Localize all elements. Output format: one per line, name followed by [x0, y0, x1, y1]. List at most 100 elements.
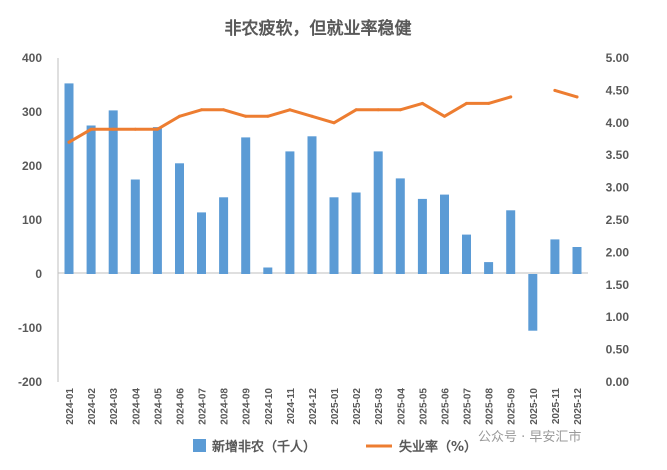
x-tick-label: 2025-05 — [418, 388, 429, 425]
bar-2025-03 — [373, 151, 383, 274]
unemployment-point-2025-08 — [487, 101, 491, 105]
unemployment-point-2024-01 — [67, 140, 71, 144]
legend-label-payrolls: 新增非农（千人） — [212, 439, 316, 455]
bar-2024-11 — [285, 151, 295, 274]
y-right-tick-label: 3.50 — [606, 148, 630, 162]
bar-2025-11 — [550, 239, 560, 274]
unemployment-point-2024-06 — [178, 114, 181, 118]
legend-swatch-payrolls — [193, 439, 206, 452]
bar-2024-09 — [241, 137, 251, 274]
y-left-tick-label: 400 — [22, 51, 42, 65]
unemployment-line-segment — [67, 95, 513, 144]
x-tick-label: 2024-06 — [175, 388, 186, 425]
x-tick-label: 2024-08 — [220, 388, 231, 425]
unemployment-point-2025-09 — [509, 95, 513, 99]
unemployment-point-2025-05 — [420, 101, 424, 105]
y-left-tick-label: -200 — [18, 375, 42, 389]
y-right-tick-label: 1.00 — [606, 310, 630, 324]
unemployment-point-2025-02 — [354, 108, 358, 112]
bar-2025-09 — [506, 210, 516, 274]
bar-2024-03 — [108, 110, 118, 275]
x-tick-label: 2024-10 — [264, 388, 275, 425]
x-tick-label: 2025-08 — [485, 388, 496, 425]
bar-2025-01 — [329, 197, 339, 274]
unemployment-line-segment — [553, 88, 579, 99]
y-right-tick-label: 4.50 — [606, 83, 630, 97]
bar-2024-02 — [86, 125, 96, 274]
watermark-text: 公众号 · 早安汇市 — [478, 429, 581, 445]
y-right-tick-label: 2.00 — [606, 245, 630, 259]
x-tick-label: 2025-11 — [551, 388, 562, 425]
unemployment-point-2024-10 — [266, 114, 270, 118]
unemployment-point-2024-02 — [89, 127, 93, 131]
y-right-tick-label: 0.50 — [606, 343, 630, 357]
y-right-tick-label: 5.00 — [606, 51, 630, 65]
bar-2025-05 — [417, 198, 427, 274]
legend-label-unemployment: 失业率（%） — [399, 439, 477, 455]
bar-series — [64, 83, 582, 331]
bar-2025-06 — [440, 194, 449, 274]
unemployment-point-2025-06 — [443, 114, 446, 118]
x-tick-label: 2025-01 — [330, 388, 341, 425]
unemployment-point-2025-01 — [332, 121, 336, 125]
bar-2024-05 — [152, 127, 162, 274]
x-tick-label: 2024-03 — [109, 388, 120, 425]
axes: 400 300 200 100 0 -100 -200 5.00 4.50 4.00 3.50 3.0… — [18, 51, 629, 425]
unemployment-point-2025-12 — [575, 95, 579, 99]
unemployment-point-2024-11 — [288, 108, 292, 112]
x-tick-label: 2025-04 — [396, 388, 407, 425]
y-right-tick-label: 0.00 — [606, 375, 630, 389]
bar-2025-07 — [462, 234, 471, 274]
x-tick-label: 2024-09 — [242, 388, 253, 425]
x-tick-label: 2025-10 — [529, 388, 540, 425]
x-tick-label: 2024-04 — [131, 388, 142, 425]
bar-2024-04 — [130, 179, 140, 274]
bar-2024-08 — [219, 197, 229, 274]
unemployment-point-2024-04 — [133, 127, 137, 131]
chart-title: 非农疲软，但就业率稳健 — [225, 18, 412, 39]
bar-2025-04 — [395, 178, 405, 274]
unemployment-point-2024-03 — [111, 127, 115, 131]
y-right-tick-label: 4.00 — [606, 116, 630, 130]
unemployment-point-2024-08 — [222, 108, 226, 112]
bar-2025-08 — [484, 262, 494, 274]
line-series — [67, 88, 579, 144]
unemployment-point-2025-07 — [465, 101, 468, 105]
x-tick-label: 2025-02 — [352, 388, 363, 425]
y-right-tick-label: 2.50 — [606, 213, 630, 227]
y-left-tick-label: 300 — [22, 105, 42, 119]
bar-2024-12 — [307, 136, 317, 274]
y-left-tick-label: 200 — [22, 159, 42, 173]
y-left-tick-label: -100 — [18, 321, 42, 335]
x-tick-label: 2025-07 — [463, 388, 474, 425]
x-tick-label: 2025-06 — [440, 388, 451, 425]
unemployment-point-2024-07 — [200, 108, 203, 112]
bar-2024-07 — [197, 212, 206, 274]
unemployment-point-2024-09 — [244, 114, 248, 118]
bar-2024-01 — [64, 83, 74, 275]
unemployment-point-2025-04 — [398, 108, 402, 112]
x-tick-label: 2025-09 — [507, 388, 518, 425]
x-tick-label: 2024-01 — [65, 388, 76, 425]
x-tick-label: 2025-03 — [374, 388, 385, 425]
bar-2024-06 — [175, 163, 184, 274]
x-tick-label: 2025-12 — [573, 388, 584, 425]
y-left-tick-label: 0 — [35, 267, 42, 281]
x-tick-label: 2024-12 — [308, 388, 319, 425]
y-right-tick-label: 3.00 — [606, 181, 630, 195]
unemployment-point-2025-11 — [553, 88, 557, 92]
y-left-tick-label: 100 — [22, 213, 42, 227]
bar-2024-10 — [263, 267, 273, 274]
bar-2025-10 — [528, 274, 538, 331]
unemployment-point-2024-05 — [155, 127, 159, 131]
y-right-tick-label: 1.50 — [606, 278, 630, 292]
bar-2025-12 — [572, 247, 582, 274]
x-tick-label: 2024-07 — [198, 388, 209, 425]
unemployment-point-2024-12 — [310, 114, 314, 118]
legend: 新增非农（千人） 失业率（%） — [193, 439, 477, 455]
bar-2025-02 — [351, 192, 361, 274]
x-tick-label: 2024-05 — [153, 388, 164, 425]
unemployment-point-2025-03 — [376, 108, 380, 112]
x-tick-label: 2024-02 — [87, 388, 98, 425]
